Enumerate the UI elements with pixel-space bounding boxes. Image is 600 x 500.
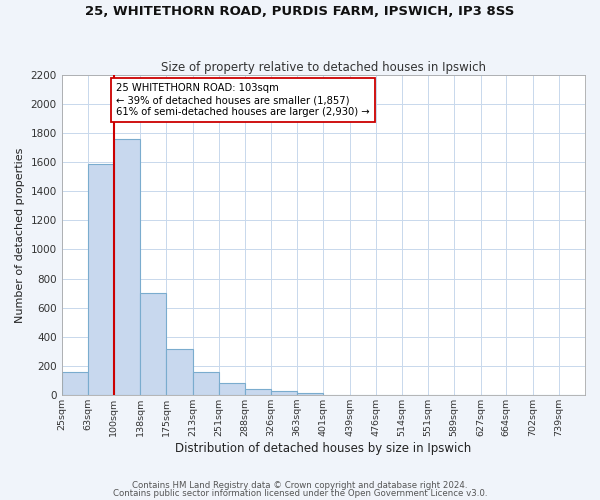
Bar <box>271 391 297 395</box>
Bar <box>166 350 193 395</box>
Bar <box>114 139 140 395</box>
Bar <box>193 372 219 395</box>
Text: 25 WHITETHORN ROAD: 103sqm
← 39% of detached houses are smaller (1,857)
61% of s: 25 WHITETHORN ROAD: 103sqm ← 39% of deta… <box>116 84 370 116</box>
Bar <box>62 372 88 395</box>
Text: Contains HM Land Registry data © Crown copyright and database right 2024.: Contains HM Land Registry data © Crown c… <box>132 480 468 490</box>
X-axis label: Distribution of detached houses by size in Ipswich: Distribution of detached houses by size … <box>175 442 472 455</box>
Bar <box>245 388 271 395</box>
Bar <box>297 393 323 395</box>
Y-axis label: Number of detached properties: Number of detached properties <box>15 147 25 322</box>
Bar <box>140 293 166 395</box>
Title: Size of property relative to detached houses in Ipswich: Size of property relative to detached ho… <box>161 60 486 74</box>
Bar <box>219 383 245 395</box>
Text: Contains public sector information licensed under the Open Government Licence v3: Contains public sector information licen… <box>113 489 487 498</box>
Text: 25, WHITETHORN ROAD, PURDIS FARM, IPSWICH, IP3 8SS: 25, WHITETHORN ROAD, PURDIS FARM, IPSWIC… <box>85 5 515 18</box>
Bar <box>88 164 114 395</box>
